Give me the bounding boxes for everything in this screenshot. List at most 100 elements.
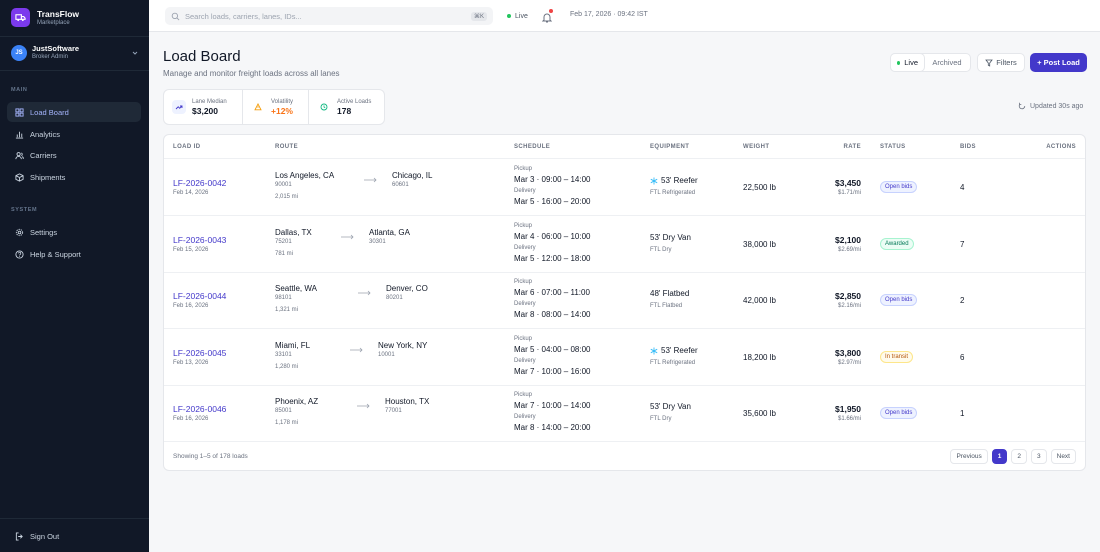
column-header-bids[interactable]: BIDS [960,144,976,150]
arrow-right-icon [357,403,370,409]
pickup-window: Mar 6 · 07:00 – 11:00 [514,288,590,297]
account-switcher[interactable]: JS JustSoftware Broker Admin [11,44,139,61]
bid-count: 2 [960,296,965,305]
bid-count: 7 [960,240,965,249]
table-row[interactable]: LF-2026-0042 Feb 14, 2026 Los Angeles, CA 9… [164,159,1085,216]
rate: $3,450 [835,178,861,188]
pickup-window: Mar 3 · 09:00 – 14:00 [514,175,591,184]
last-updated-text: Updated 30s ago [1030,102,1084,110]
search-input[interactable] [185,11,471,21]
route-origin: Seattle, WA [275,284,317,293]
column-header-weight[interactable]: WEIGHT [743,144,770,150]
column-header-load-id[interactable]: LOAD ID [173,144,201,150]
filters-label: Filters [996,58,1017,67]
status-badge: Open bids [880,407,918,419]
table-row[interactable]: LF-2026-0045 Feb 13, 2026 Miami, FL 33101 1,… [164,329,1085,386]
route-origin-zip: 75201 [275,239,292,245]
stat-label: Lane Median [192,98,227,105]
delivery-label: Delivery [514,358,536,364]
equipment-name: 53' Dry Van [650,233,691,242]
pickup-window: Mar 4 · 06:00 – 10:00 [514,232,591,241]
load-date: Feb 16, 2026 [173,416,209,422]
route-destination: Chicago, IL [392,171,433,180]
page-button-2[interactable]: 2 [1011,449,1027,464]
rate-per-mile: $2.97/mi [837,360,861,366]
brand[interactable]: TransFlow Marketplace [11,8,79,27]
arrow-right-icon [364,177,377,183]
equipment-type: FTL Flatbed [650,303,683,309]
table-row[interactable]: LF-2026-0046 Feb 16, 2026 Phoenix, AZ 85001… [164,385,1085,442]
sidebar-item-label: Load Board [30,107,69,117]
last-updated: Updated 30s ago [1018,102,1083,110]
help-icon [15,249,24,259]
column-header-rate[interactable]: RATE [843,144,861,150]
section-label-main: MAIN [11,87,28,93]
rate-per-mile: $2.69/mi [837,247,861,253]
previous-page-button[interactable]: Previous [950,449,988,464]
stats-strip: Lane Median $3,200 Volatility +12% Activ… [163,89,385,125]
column-header-equipment[interactable]: EQUIPMENT [650,144,690,150]
search-bar[interactable]: ⌘K [165,7,493,25]
delivery-label: Delivery [514,188,536,194]
sidebar-item-label: Shipments [30,172,66,182]
loads-table: LOAD ID ROUTE SCHEDULE EQUIPMENT WEIGHT … [163,134,1086,471]
page-button-1[interactable]: 1 [991,449,1008,464]
load-id-link[interactable]: LF-2026-0046 [173,404,227,414]
weight: 22,500 lb [743,183,776,192]
sign-out-label: Sign Out [30,531,60,541]
snowflake-icon [650,347,658,354]
post-load-button[interactable]: + Post Load [1030,53,1087,72]
toggle-archived[interactable]: Archived [932,58,962,67]
sidebar-item-load-board[interactable]: Load Board [7,102,141,122]
rate-per-mile: $1.71/mi [837,190,861,196]
route-destination: New York, NY [378,341,428,350]
pickup-label: Pickup [514,336,533,342]
next-page-button[interactable]: Next [1050,449,1076,464]
equipment-name: 53' Reefer [650,176,698,185]
bid-count: 6 [960,353,965,362]
column-header-schedule[interactable]: SCHEDULE [514,144,551,150]
pickup-label: Pickup [514,223,533,229]
load-id-link[interactable]: LF-2026-0043 [173,235,227,245]
table-row[interactable]: LF-2026-0043 Feb 15, 2026 Dallas, TX 75201 7… [164,216,1085,273]
route-destination: Houston, TX [385,397,430,406]
column-header-route[interactable]: ROUTE [275,144,298,150]
column-header-status[interactable]: STATUS [880,144,906,150]
bid-count: 1 [960,409,965,418]
filters-button[interactable]: Filters [977,53,1025,72]
equipment-type: FTL Refrigerated [650,360,696,366]
page-button-3[interactable]: 3 [1031,449,1047,464]
stat-value: +12% [271,105,293,116]
load-id-link[interactable]: LF-2026-0042 [173,178,227,188]
notifications-button[interactable] [541,9,553,23]
sidebar-item-settings[interactable]: Settings [7,222,141,242]
table-row[interactable]: LF-2026-0044 Feb 16, 2026 Seattle, WA 98101… [164,272,1085,329]
account-role: Broker Admin [32,54,69,60]
pickup-label: Pickup [514,392,533,398]
route-distance: 1,178 mi [275,420,299,426]
divider [0,36,149,37]
sidebar-item-carriers[interactable]: Carriers [7,145,141,165]
pickup-window: Mar 7 · 10:00 – 14:00 [514,401,591,410]
route-origin-zip: 33101 [275,352,292,358]
sidebar-item-help[interactable]: Help & Support [7,244,141,264]
weight: 38,000 lb [743,240,776,249]
route-origin: Phoenix, AZ [275,397,319,406]
arrow-right-icon [350,347,363,353]
sidebar-item-analytics[interactable]: Analytics [7,124,141,144]
route-destination-zip: 60601 [392,182,409,188]
delivery-window: Mar 5 · 12:00 – 18:00 [514,254,591,263]
load-id-link[interactable]: LF-2026-0045 [173,348,227,358]
stat-label: Active Loads [337,98,372,105]
toggle-live[interactable]: Live [891,54,924,71]
pickup-label: Pickup [514,279,533,285]
status-badge: Open bids [880,294,918,306]
route-destination-zip: 10001 [378,352,395,358]
route-distance: 1,321 mi [275,307,299,313]
sidebar-item-shipments[interactable]: Shipments [7,167,141,187]
load-id-link[interactable]: LF-2026-0044 [173,291,227,301]
arrow-right-icon [341,234,354,240]
rate: $2,100 [835,235,861,245]
rate-per-mile: $1.66/mi [837,416,861,422]
sign-out-button[interactable]: Sign Out [7,526,141,546]
